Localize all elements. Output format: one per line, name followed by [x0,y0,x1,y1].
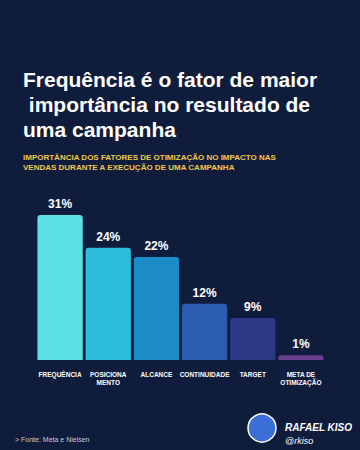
svg-text:RAFAEL KISO: RAFAEL KISO [285,422,352,433]
svg-text:OTIMIZAÇÃO: OTIMIZAÇÃO [280,378,321,387]
svg-text:ALCANCE: ALCANCE [141,371,173,378]
svg-text:12%: 12% [193,286,217,300]
svg-text:CONTINUIDADE: CONTINUIDADE [180,371,230,378]
svg-text:9%: 9% [244,300,262,314]
svg-text:Frequência é o fator de maior: Frequência é o fator de maior [23,68,317,91]
svg-text:1%: 1% [292,337,310,351]
svg-text:TARGET: TARGET [240,371,266,378]
svg-text:importância no resultado de: importância no resultado de [23,93,316,116]
svg-text:POSICIONA: POSICIONA [90,371,127,378]
svg-text:@rkiso: @rkiso [285,436,313,446]
svg-text:FREQUÊNCIA: FREQUÊNCIA [39,370,82,379]
svg-text:> Fonte: Meta e Nielsen: > Fonte: Meta e Nielsen [15,436,90,443]
svg-text:MENTO: MENTO [97,379,120,386]
svg-text:uma campanha: uma campanha [23,118,176,141]
svg-text:META DE: META DE [287,371,316,378]
svg-text:31%: 31% [48,197,72,211]
svg-text:24%: 24% [96,230,120,244]
svg-text:VENDAS DURANTE A EXECUÇÃO DE U: VENDAS DURANTE A EXECUÇÃO DE UMA CAMPANH… [23,163,235,172]
svg-text:IMPORTÂNCIA DOS FATORES DE OTI: IMPORTÂNCIA DOS FATORES DE OTIMIZAÇÃO NO… [23,153,278,162]
svg-text:22%: 22% [144,239,168,253]
